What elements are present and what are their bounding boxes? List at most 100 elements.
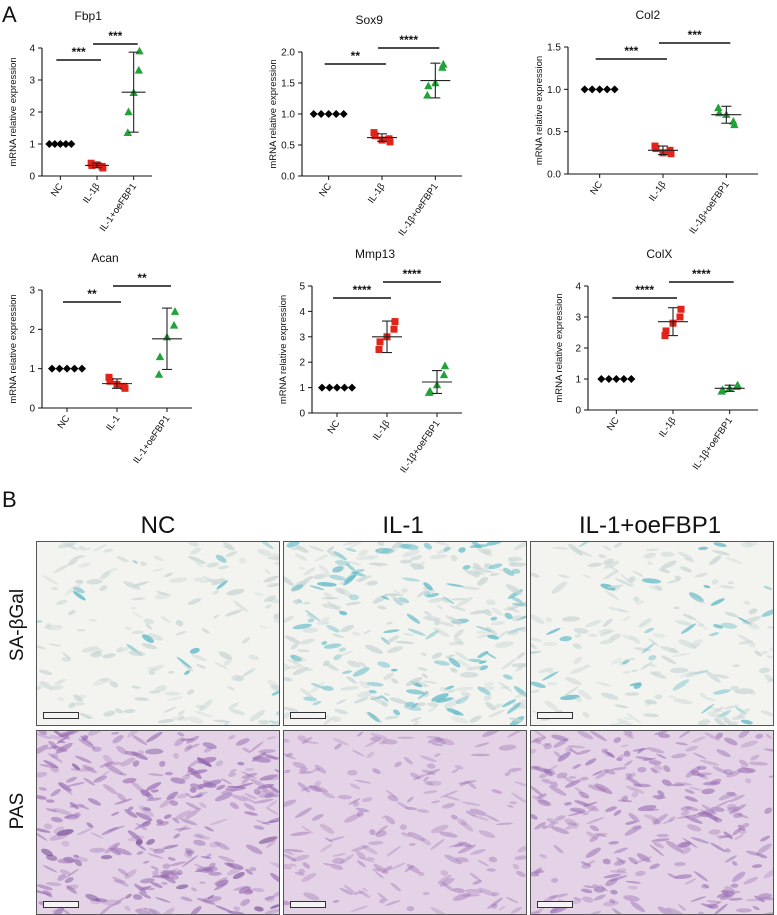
cell-mark [531,637,542,642]
cell-mark [170,874,179,880]
cell-mark [284,676,293,682]
y-axis-label: mRNA relative expression [8,294,19,403]
cell-mark [57,740,66,744]
cell-mark [696,765,707,770]
cell-mark [160,907,175,914]
cell-mark [616,757,623,762]
cell-mark [407,796,414,803]
cell-mark [57,543,75,549]
cell-mark [291,854,310,862]
data-point-diamond [597,375,606,383]
cell-mark [707,711,721,718]
cell-mark [735,908,752,913]
cell-mark [469,872,482,882]
cell-mark [763,748,773,753]
cell-mark [610,889,618,895]
cell-mark [387,646,403,653]
cell-mark [127,731,142,738]
significance-label: **** [692,267,711,281]
cell-mark [440,790,459,798]
cell-mark [177,732,185,737]
cell-mark [398,597,410,604]
scale-bar [43,712,79,719]
cell-mark [362,887,368,892]
cell-mark [506,606,521,613]
data-point-square [106,377,114,385]
cell-mark [625,773,633,777]
cell-mark [433,627,450,637]
cell-mark [42,890,52,896]
cell-mark [628,857,638,865]
cell-mark [253,825,265,830]
cell-mark [423,610,432,617]
cell-mark [170,777,186,784]
cell-mark [112,734,124,744]
cell-mark [647,747,665,754]
cell-mark [390,668,398,672]
cell-mark [37,644,46,650]
cell-mark [595,833,607,837]
cell-mark [502,699,517,708]
cell-mark [617,753,627,759]
data-point-triangle [123,128,132,136]
cell-mark [145,792,154,800]
data-point-diamond [325,383,334,392]
cell-mark [488,563,503,570]
cell-mark [169,861,186,867]
cell-mark [393,709,401,716]
cell-mark [301,872,317,882]
x-tick-label: NC [588,179,605,197]
cell-mark [357,860,366,868]
significance-label: ** [137,271,147,285]
cell-mark [533,731,547,739]
cell-mark [406,689,425,695]
cell-mark [230,768,237,773]
cell-mark [464,569,477,577]
cell-mark [381,595,390,600]
cell-mark [274,561,279,565]
cell-mark [710,598,725,606]
cell-mark [180,896,193,902]
data-point-diamond [619,375,628,383]
cell-mark [124,626,132,631]
cell-mark [191,887,197,892]
cell-mark [265,807,279,815]
cell-mark [312,768,321,772]
cell-mark [214,792,233,802]
cell-mark [212,590,219,595]
cell-mark [437,605,443,610]
data-point-square [376,338,384,346]
cell-mark [169,800,179,806]
cell-mark [352,571,367,577]
cell-mark [661,655,677,664]
cell-mark [531,642,538,650]
cell-mark [284,711,291,719]
cell-mark [556,772,568,779]
cell-mark [582,896,594,903]
cell-mark [264,792,274,799]
data-point-square [662,327,670,335]
cell-mark [421,769,436,775]
cell-mark [605,590,620,601]
cell-mark [257,542,274,550]
cell-mark [323,717,333,725]
cell-mark [651,818,661,825]
cell-mark [643,713,659,718]
cell-mark [347,660,361,668]
cell-mark [375,825,388,835]
cell-mark [264,908,279,914]
cell-mark [547,682,558,686]
cell-mark [38,731,48,735]
cell-mark [78,766,94,772]
data-point-triangle [733,380,742,389]
cell-mark [62,908,73,914]
cell-mark [426,736,441,739]
cell-mark [622,634,633,640]
cell-mark [755,852,768,859]
cell-mark [176,869,183,876]
cell-mark [577,749,591,755]
cell-mark [531,736,547,743]
cell-mark [704,697,716,701]
cell-mark [193,577,204,582]
cell-mark [663,765,671,773]
